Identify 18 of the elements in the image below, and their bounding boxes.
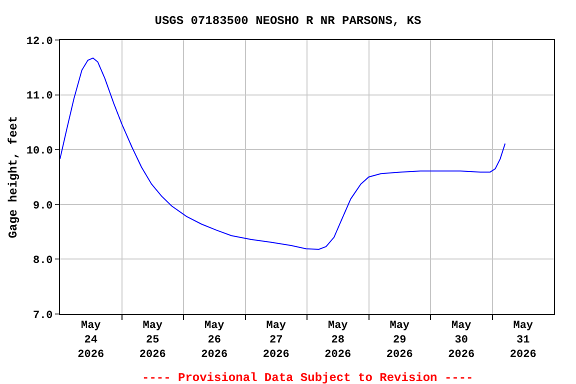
x-tick-label: May 27 2026 bbox=[262, 320, 290, 361]
x-tick-label: May 28 2026 bbox=[324, 320, 352, 361]
y-axis-title: Gage height, feet bbox=[6, 116, 21, 238]
x-tick-label: May 24 2026 bbox=[78, 320, 104, 361]
line-series bbox=[60, 58, 506, 250]
chart-title: USGS 07183500 NEOSHO R NR PARSONS, KS bbox=[154, 14, 422, 28]
y-tick-label: 10.0 bbox=[26, 145, 53, 158]
x-tick-label: May 31 2026 bbox=[510, 320, 536, 361]
x-tick-label: May 29 2026 bbox=[386, 320, 413, 361]
x-tick-label: May 25 2026 bbox=[139, 320, 166, 361]
text: ---- Provisional Data Subject to Revision ---- bbox=[142, 371, 474, 384]
y-tick-label: 11.0 bbox=[26, 90, 53, 103]
x-tick-label: May 26 2026 bbox=[201, 320, 228, 361]
y-tick-label: 7.0 bbox=[32, 310, 53, 322]
y-tick-label: 12.0 bbox=[26, 36, 53, 48]
y-tick-label: 8.0 bbox=[32, 255, 53, 268]
x-tick-label: May 30 2026 bbox=[448, 320, 475, 361]
y-tick-label: 9.0 bbox=[32, 200, 53, 212]
